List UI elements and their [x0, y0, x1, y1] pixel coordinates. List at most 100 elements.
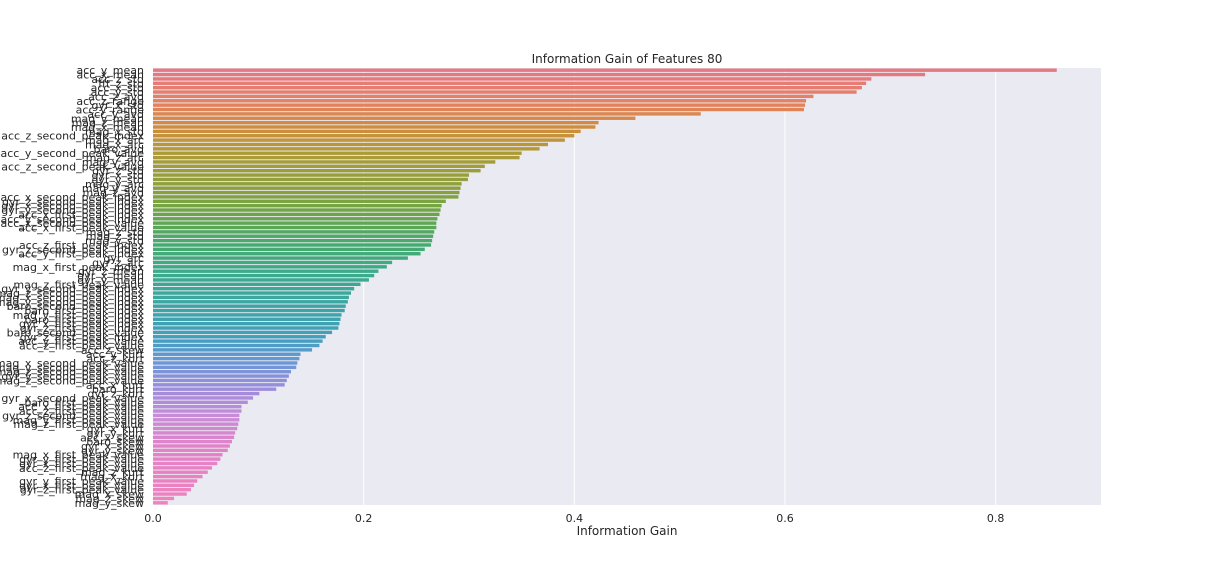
bar — [153, 256, 408, 260]
y-tick-label: gyr_z_second_peak_index — [2, 195, 144, 208]
bar — [153, 453, 223, 457]
bar — [153, 81, 867, 85]
bar — [153, 426, 238, 431]
bar — [153, 99, 807, 103]
y-tick-label: mag_x_first_peak_index — [13, 261, 145, 274]
bar — [153, 168, 481, 173]
bar — [153, 164, 485, 169]
bar — [153, 291, 352, 295]
y-tick-label: acc_x_second_peak_value — [1, 217, 145, 230]
y-tick-label: mag_y_first_peak_index — [13, 309, 145, 322]
bar — [153, 90, 857, 94]
y-tick-label: acc_z_std — [91, 73, 144, 86]
bars — [153, 68, 1057, 505]
y-tick-label: acc_z_skew — [81, 344, 144, 357]
bar — [153, 370, 291, 374]
y-tick-label: gyr_x_second_peak_index — [1, 200, 144, 213]
bar — [153, 422, 239, 426]
y-tick-label: mag_y_second_peak_value — [0, 361, 144, 374]
y-tick-label: mag_z_avd — [83, 187, 144, 200]
bar — [153, 243, 432, 247]
y-tick-label: mag_y_second_peak_index — [0, 296, 144, 309]
y-tick-label: acc_z_second_peak_index — [1, 130, 144, 143]
bar — [153, 116, 636, 120]
bar — [153, 356, 300, 361]
bar — [153, 199, 446, 203]
y-tick-label: gyr_x_mean — [77, 270, 144, 283]
y-tick-label: baro_avd — [94, 143, 144, 156]
y-tick-label: gyr_x_second_peak_value — [1, 392, 144, 405]
y-tick-label: acc_x_kurt — [86, 379, 145, 392]
y-tick-label: mag_y_std — [85, 235, 144, 248]
bar — [153, 404, 242, 409]
bar — [153, 352, 301, 356]
bar — [153, 339, 323, 343]
y-tick-label: mag_y_avd — [82, 182, 144, 195]
y-tick-label: mag_x_kurt — [80, 471, 144, 484]
y-tick-label: mag_z_skew — [75, 492, 144, 505]
bar — [153, 365, 297, 370]
bar — [153, 212, 440, 217]
bar — [153, 94, 814, 99]
bar — [153, 186, 461, 190]
bar — [153, 361, 298, 365]
bar — [153, 273, 375, 278]
y-tick-label: gyr_z_second_peak_value — [2, 409, 144, 422]
y-tick-label: gyr_y_second_peak_index — [1, 283, 144, 296]
y-tick-label: gyr_z_kurt — [87, 388, 144, 401]
y-tick-label: fft_z_std — [98, 77, 144, 90]
y-tick-label: mag_x_std — [85, 125, 144, 138]
bar — [153, 492, 187, 496]
bar — [153, 501, 168, 505]
bar — [153, 439, 232, 444]
y-tick-label: gyr_y_first_peak_value — [19, 453, 144, 466]
y-tick-label: acc_z_first_peak_value — [19, 339, 144, 352]
y-tick-label: mag_y_mean — [71, 112, 144, 125]
bar — [153, 190, 460, 195]
bar — [153, 234, 434, 238]
y-tick-label: mag_z_first_peak_value — [13, 418, 144, 431]
y-tick-label: baro_first_peak_index — [24, 305, 144, 318]
y-tick-label: mag_x_arc — [85, 138, 144, 151]
y-tick-label: gyr_y_first_peak_value — [19, 475, 144, 488]
bar — [153, 488, 191, 492]
y-tick-label: acc_z_second_peak_value — [1, 160, 144, 173]
y-tick-label: acc_z_range — [76, 95, 144, 108]
bar — [153, 396, 254, 400]
bar — [153, 138, 565, 142]
y-tick-label: gyr_y_second_peak_value — [1, 370, 144, 383]
bar — [153, 326, 339, 330]
bar — [153, 330, 333, 335]
y-tick-label: acc_y_avd — [87, 108, 144, 121]
bar — [153, 142, 548, 147]
y-tick-label: acc_y_kurt — [86, 348, 145, 361]
bar — [153, 225, 437, 230]
bar — [153, 413, 240, 418]
bar — [153, 260, 393, 265]
bar — [153, 466, 212, 470]
bar — [153, 208, 441, 212]
bar — [153, 383, 285, 387]
y-tick-label: gyr_x_first_peak_index — [19, 318, 144, 331]
bar — [153, 378, 287, 383]
bar — [153, 444, 230, 448]
y-tick-label: mag_x_skew — [75, 488, 144, 501]
bar — [153, 155, 520, 160]
y-tick-label: acc_x_first_peak_index — [18, 208, 144, 221]
bar — [153, 247, 425, 252]
bar — [153, 221, 437, 225]
bar — [153, 217, 438, 221]
bar — [153, 173, 469, 177]
y-tick-label: baro_skew — [86, 436, 144, 449]
bar — [153, 431, 236, 435]
bar — [153, 374, 289, 378]
bar — [153, 343, 320, 348]
y-tick-label: acc_y_std — [91, 86, 144, 99]
bar — [153, 496, 175, 501]
bar — [153, 72, 926, 77]
y-tick-label: gyr_y_skew — [81, 444, 144, 457]
y-tick-label: baro_first_peak_index — [24, 313, 144, 326]
y-tick-label: baro_second_peak_value — [7, 326, 145, 339]
y-tick-label: gyr_x_skew — [81, 440, 144, 453]
